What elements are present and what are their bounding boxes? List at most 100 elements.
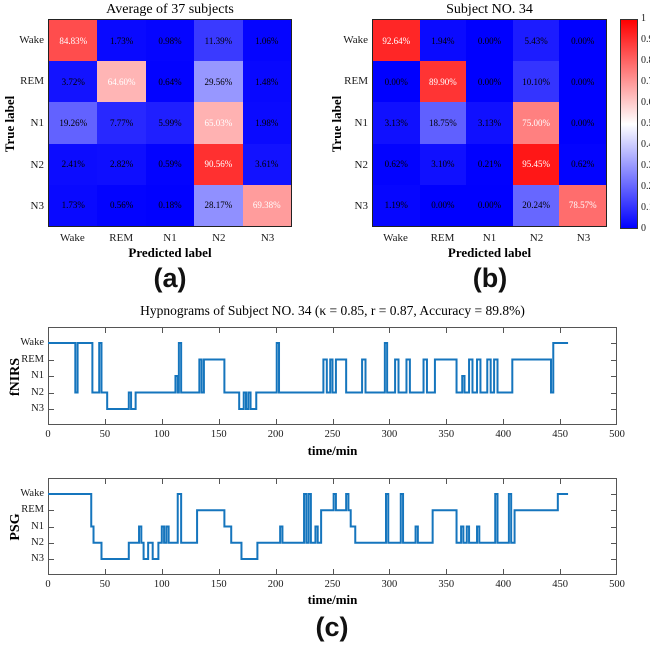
matrix-cell: 18.75% <box>419 102 467 144</box>
stage-tick-label: N3 <box>31 403 44 414</box>
matrix-cell: 0.56% <box>97 184 146 226</box>
matrix-cell: 3.72% <box>49 61 98 103</box>
matrix-cell: 0.00% <box>559 20 606 62</box>
matrix-col-label: REM <box>109 232 134 244</box>
matrix-cell: 7.77% <box>97 102 146 144</box>
colorbar-tick-label: 0.3 <box>641 160 650 171</box>
matrix-cell: 2.41% <box>49 143 98 185</box>
matrix-cell: 0.00% <box>373 61 420 103</box>
matrix-col-label: N1 <box>482 232 497 244</box>
matrix-cell: 28.17% <box>194 184 243 226</box>
time-tick-label: 300 <box>381 429 398 440</box>
matrix-cell: 78.57% <box>559 184 606 226</box>
matrix-cell: 0.62% <box>373 143 420 185</box>
matrix-cell: 3.13% <box>373 102 420 144</box>
time-tick-label: 200 <box>267 429 284 440</box>
time-tick-label: 450 <box>552 579 568 590</box>
matrix-cell: 92.64% <box>373 20 420 62</box>
psg-xlabel: time/min <box>307 592 358 607</box>
time-tick-label: 400 <box>495 429 512 440</box>
matrix-col-label: REM <box>430 232 455 244</box>
colorbar <box>620 19 638 229</box>
matrix-cell: 10.10% <box>512 61 560 103</box>
matrix-cell: 1.73% <box>49 184 98 226</box>
time-tick-label: 300 <box>381 579 398 590</box>
stage-tick-label: Wake <box>20 488 44 499</box>
fnirs-hypnogram-plot <box>48 327 617 425</box>
stage-tick-label: Wake <box>20 337 44 348</box>
matrix-cell: 1.98% <box>242 102 291 144</box>
colorbar-tick-label: 0.8 <box>641 55 650 66</box>
matrix-row-label: N2 <box>30 158 44 171</box>
psg-axis-label: PSG <box>8 513 23 541</box>
matrix-col-label: N2 <box>212 232 226 244</box>
time-tick-label: 450 <box>552 429 568 440</box>
panel-b-xlabel: Predicted label <box>447 245 532 260</box>
matrix-cell: 0.64% <box>145 61 195 103</box>
matrix-cell: 1.48% <box>242 61 291 103</box>
matrix-row-label: N1 <box>354 117 368 129</box>
colorbar-tick-label: 0.4 <box>641 139 650 150</box>
matrix-cell: 89.90% <box>419 61 467 103</box>
matrix-cell: 20.24% <box>512 184 560 226</box>
time-tick-label: 100 <box>153 429 170 440</box>
matrix-cell: 84.83% <box>49 20 98 62</box>
time-tick-label: 500 <box>609 429 625 440</box>
matrix-cell: 1.73% <box>97 20 146 62</box>
matrix-row-label: N2 <box>354 158 368 171</box>
panel-a-title: Average of 37 subjects <box>106 2 234 17</box>
matrix-cell: 0.98% <box>145 20 195 62</box>
colorbar-tick-label: 0.7 <box>641 76 650 87</box>
matrix-cell: 0.00% <box>559 61 606 103</box>
time-tick-label: 350 <box>438 579 455 590</box>
fnirs-xlabel: time/min <box>307 443 358 458</box>
matrix-cell: 0.59% <box>145 143 195 185</box>
matrix-cell: 3.10% <box>419 143 467 185</box>
matrix-col-label: N3 <box>260 232 275 244</box>
matrix-cell: 0.21% <box>466 143 513 185</box>
matrix-cell: 69.38% <box>242 184 291 226</box>
matrix-cell: 64.60% <box>97 61 146 103</box>
colorbar-tick-label: 0.1 <box>641 202 650 213</box>
matrix-cell: 95.45% <box>512 143 560 185</box>
fnirs-axis-label: fNIRS <box>8 357 23 397</box>
matrix-cell: 1.06% <box>242 20 291 62</box>
time-tick-label: 150 <box>210 429 227 440</box>
matrix-row-label: Wake <box>19 33 44 46</box>
matrix-row-label: N3 <box>30 200 44 213</box>
stage-tick-label: REM <box>21 353 44 365</box>
colorbar-tick-label: 1 <box>641 13 646 24</box>
matrix-col-label: N1 <box>163 232 177 244</box>
time-tick-label: 100 <box>153 579 170 590</box>
time-tick-label: 400 <box>495 579 512 590</box>
time-tick-label: 150 <box>210 579 227 590</box>
time-tick-label: 250 <box>324 429 341 440</box>
matrix-col-label: Wake <box>383 232 408 244</box>
colorbar-tick-label: 0.6 <box>641 97 650 108</box>
panel-b-ylabel: True label <box>329 95 344 153</box>
stage-tick-label: N1 <box>31 370 44 381</box>
matrix-cell: 0.18% <box>145 184 195 226</box>
panel-a-ylabel: True label <box>2 95 17 153</box>
panel-a-letter: (a) <box>153 263 187 293</box>
matrix-cell: 1.19% <box>373 184 420 226</box>
panel-a-xlabel: Predicted label <box>128 245 212 260</box>
colorbar-tick-label: 0.2 <box>641 181 650 192</box>
panel-b-title: Subject NO. 34 <box>446 2 533 17</box>
matrix-cell: 3.61% <box>242 143 291 185</box>
matrix-cell: 0.62% <box>559 143 606 185</box>
stage-tick-label: N1 <box>31 520 44 532</box>
matrix-cell: 2.82% <box>97 143 146 185</box>
psg-hypnogram-plot <box>48 478 617 575</box>
time-tick-label: 0 <box>45 429 51 440</box>
matrix-cell: 19.26% <box>49 102 98 144</box>
matrix-row-label: N1 <box>30 117 44 129</box>
stage-tick-label: N2 <box>31 536 44 548</box>
matrix-cell: 5.99% <box>145 102 195 144</box>
matrix-col-label: N2 <box>529 232 544 244</box>
matrix-col-label: N3 <box>576 232 591 244</box>
matrix-cell: 11.39% <box>194 20 243 62</box>
matrix-row-label: N3 <box>354 200 368 213</box>
panel-c-title: Hypnograms of Subject NO. 34 (κ = 0.85, … <box>140 303 525 318</box>
